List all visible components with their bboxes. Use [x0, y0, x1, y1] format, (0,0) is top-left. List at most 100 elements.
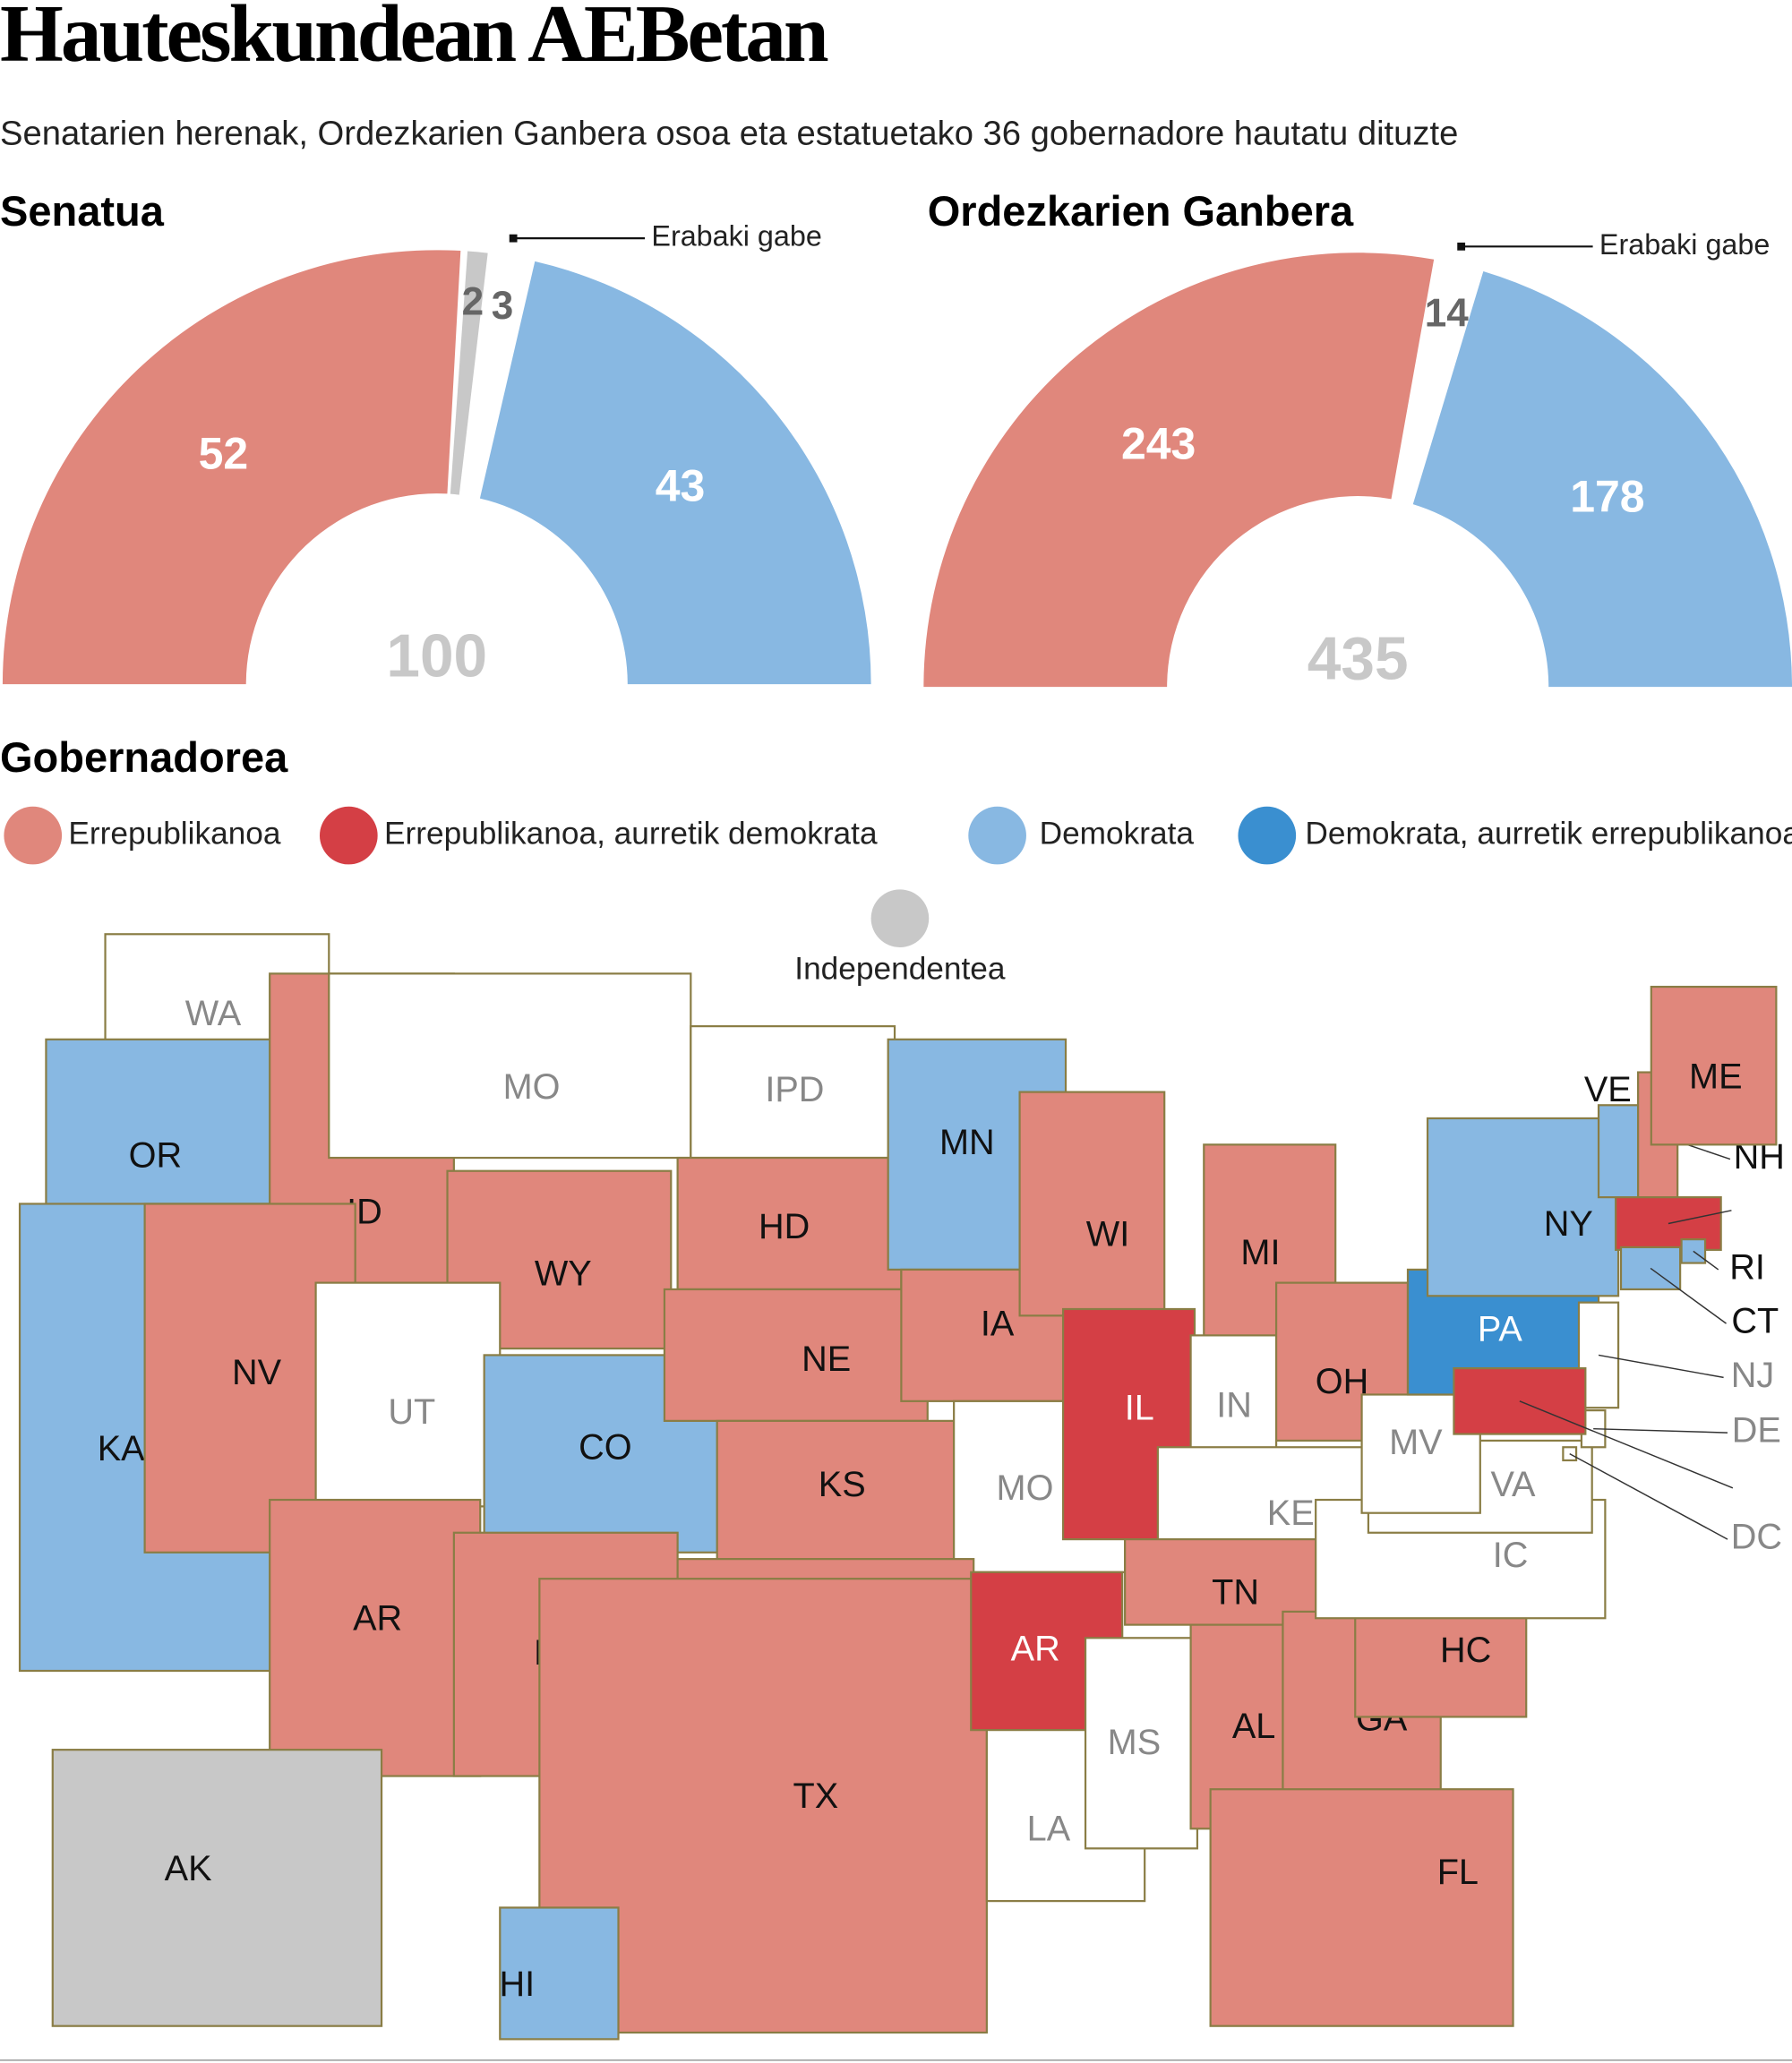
state [499, 1906, 620, 2041]
legend-swatch [320, 806, 378, 865]
state-label: WA [185, 994, 242, 1033]
state [51, 1749, 383, 2027]
legend-label: Demokrata, aurretik errepublikanoa [1305, 816, 1792, 851]
state-label: PA [1478, 1309, 1523, 1348]
state-label: HD [759, 1207, 810, 1246]
annotation: Erabaki gabe [651, 220, 821, 253]
state [45, 1038, 311, 1219]
segment [479, 261, 871, 685]
legend-swatch [968, 806, 1026, 865]
leader-line [1593, 1427, 1728, 1434]
state [269, 1498, 482, 1777]
state-label: TX [793, 1776, 839, 1816]
leader-line [1569, 1452, 1728, 1540]
state-label: MD [1734, 1466, 1789, 1505]
total: 435 [1308, 625, 1409, 692]
value-label: 52 [199, 429, 249, 479]
state-label: HI [500, 1965, 536, 2004]
state-label: LA [1027, 1810, 1071, 1849]
state-label: WI [1086, 1215, 1129, 1254]
state-label: IL [1125, 1389, 1154, 1428]
state-label: DE [1732, 1411, 1781, 1451]
segment [2, 250, 461, 685]
value-label: 14 [1425, 291, 1470, 335]
state [1018, 1091, 1166, 1317]
state [1084, 1637, 1199, 1850]
legend-label: Errepublikanoa, aurretik demokrata [384, 816, 878, 851]
state-label: IC [1493, 1536, 1529, 1575]
title: Hauteskundean AEBetan [0, 0, 828, 79]
state-label: KA [98, 1429, 145, 1468]
leader-line [1693, 1250, 1719, 1271]
state-label: FL [1437, 1853, 1479, 1892]
legend-label: Errepublikanoa [68, 816, 281, 851]
value-label: 3 [492, 284, 514, 328]
state-label: HC [1440, 1631, 1491, 1670]
state-label: NY [1544, 1204, 1593, 1244]
segment [1412, 270, 1792, 688]
segment [462, 253, 528, 498]
leader-line [1668, 1210, 1732, 1225]
state-label: OH [1316, 1362, 1368, 1401]
state [1209, 1788, 1514, 2027]
state-label: MV [1389, 1423, 1443, 1462]
segment [1393, 261, 1477, 504]
subtitle: Senatarien herenak, Ordezkarien Ganbera … [0, 115, 1458, 153]
state [1426, 1117, 1620, 1297]
state-label: MO [997, 1468, 1054, 1508]
state-label: MI [1240, 1233, 1280, 1272]
value-label: 178 [1570, 472, 1644, 522]
value-label: 243 [1121, 418, 1196, 468]
segment [450, 251, 488, 495]
legend-swatch [4, 806, 63, 865]
state-label: IA [981, 1305, 1015, 1344]
state-label: UT [388, 1392, 435, 1432]
state-label: KS [819, 1465, 866, 1504]
state [314, 1281, 502, 1508]
state-label: CT [1731, 1302, 1779, 1341]
legend-swatch [1238, 806, 1297, 865]
state [328, 972, 692, 1160]
state-label: OR [129, 1136, 182, 1176]
state [1597, 1104, 1640, 1199]
state-label: TN [1212, 1572, 1259, 1612]
leader-line [1598, 1354, 1724, 1379]
state-label: VE [1584, 1070, 1632, 1109]
state-label: WY [535, 1254, 592, 1294]
state-label: MO [503, 1067, 561, 1107]
leader-line [1650, 1267, 1727, 1324]
state-label: MN [939, 1123, 995, 1162]
annotation: Erabaki gabe [1599, 228, 1770, 261]
state-label: IN [1216, 1386, 1252, 1425]
section-title: Gobernadorea [0, 733, 288, 781]
state [663, 1288, 929, 1422]
chart-title: Ordezkarien Ganbera [928, 187, 1354, 235]
legend-label: Independentea [794, 952, 1006, 987]
state-label: ME [1689, 1057, 1742, 1096]
state-label: RI [1729, 1247, 1765, 1287]
legend-label: Demokrata [1040, 816, 1195, 851]
legend-swatch [870, 889, 930, 947]
state [676, 1156, 903, 1291]
map: WAORKAIDNVMOIPDWYHDUTCONEMNIAKSMOARMBOKT… [18, 933, 1789, 2041]
state-label: AL [1232, 1707, 1276, 1746]
state-label: DC [1731, 1518, 1782, 1557]
state-label: AR [353, 1599, 402, 1639]
chart-title: Senatua [0, 187, 165, 235]
state-label: AR [1011, 1629, 1060, 1668]
state-label: NE [802, 1340, 851, 1379]
state-label: AK [165, 1849, 212, 1888]
state-label: CO [579, 1428, 631, 1468]
state-label: VA [1491, 1465, 1537, 1504]
value-label: 2 [462, 280, 484, 324]
state [1650, 985, 1778, 1146]
state-label: MA [1734, 1188, 1788, 1228]
total: 100 [386, 623, 487, 690]
state-label: MS [1108, 1723, 1161, 1762]
state [716, 1419, 956, 1561]
state-label: IPD [765, 1070, 824, 1109]
state-label: NJ [1731, 1356, 1774, 1395]
leader-line [1519, 1400, 1734, 1489]
segment [923, 253, 1435, 688]
